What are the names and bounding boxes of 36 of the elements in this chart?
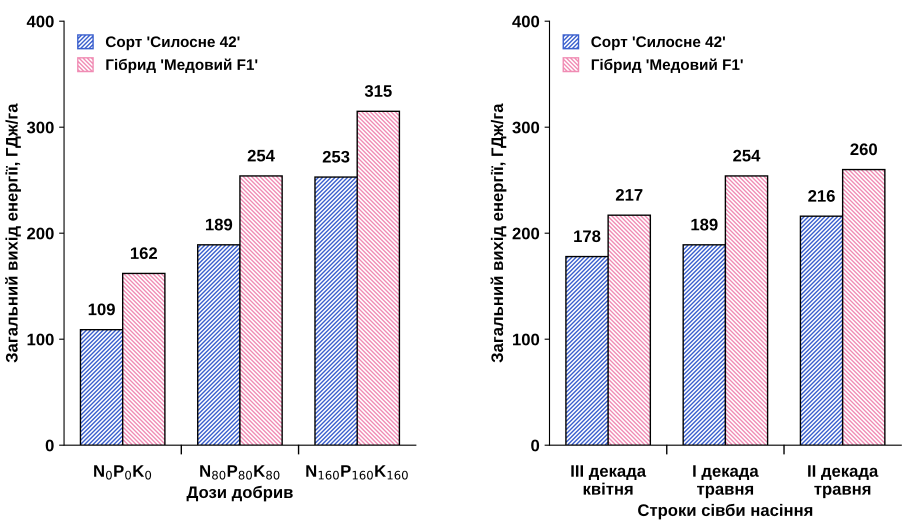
y-tick-label: 400	[26, 16, 54, 28]
y-tick-label: 0	[531, 440, 540, 452]
legend-label: Сорт 'Силосне 42'	[106, 36, 240, 50]
data-label: 217	[616, 188, 642, 201]
y-tick-label: 400	[512, 16, 540, 28]
y-axis-title: Загальний вихід енергії, ГДж/га	[5, 103, 21, 363]
x-tick-label: N$_{160}$P$_{160}$K$_{160}$	[306, 465, 408, 480]
data-label: 162	[130, 247, 158, 260]
data-label: 189	[691, 218, 718, 230]
data-label: 315	[364, 85, 392, 97]
y-axis-title: Загальний вихід енергії, ГДж/га	[490, 103, 506, 363]
x-tick-label: N$_{80}$P$_{80}$K$_{80}$	[200, 465, 280, 480]
data-label: 260	[850, 143, 877, 156]
x-tick-label: N$_{0}$P$_{0}$K$_{0}$	[94, 465, 152, 480]
data-label: 178	[574, 230, 600, 242]
legend-label: Гібрид 'Медовий F1'	[592, 58, 743, 74]
x-axis-title: Дози добрив	[186, 486, 293, 502]
y-tick-label: 200	[27, 228, 54, 240]
x-axis-title: Строки сівби насіння	[638, 504, 812, 520]
y-tick-label: 100	[28, 334, 54, 346]
y-tick-label: 0	[46, 440, 54, 452]
x-tick-label: III декада квітня	[571, 465, 646, 495]
x-tick-label: I декада травня	[693, 465, 759, 498]
data-label: 254	[733, 150, 760, 162]
legend-label: Гібрид 'Медовий F1'	[106, 58, 258, 74]
data-label: 189	[206, 218, 232, 230]
x-tick-label: II декада травня	[808, 465, 878, 498]
data-label: 109	[88, 303, 115, 316]
data-label: 254	[248, 150, 275, 162]
y-tick-label: 300	[512, 122, 540, 134]
data-label: 216	[808, 190, 835, 202]
y-tick-label: 100	[513, 334, 540, 346]
legend-label: Сорт 'Силосне 42'	[591, 36, 725, 50]
y-tick-label: 300	[26, 122, 54, 134]
y-tick-label: 200	[512, 228, 540, 240]
data-label: 253	[322, 150, 350, 163]
